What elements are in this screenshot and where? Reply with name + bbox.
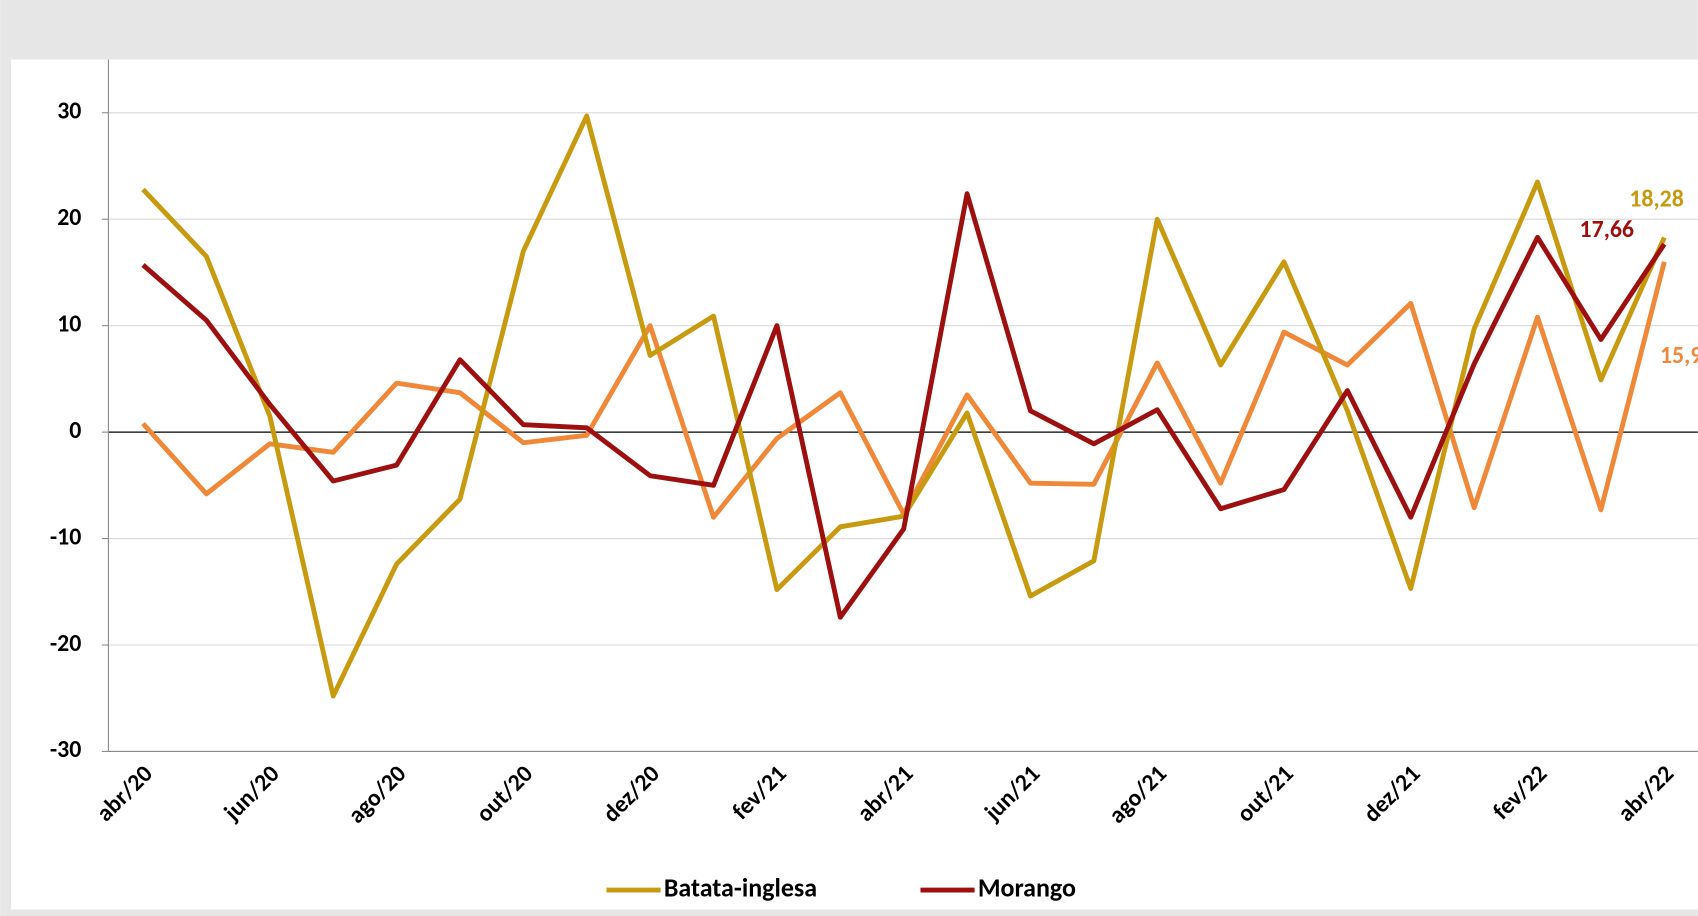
y-tick-label: -20 <box>50 629 81 658</box>
legend-label: Morango <box>978 871 1076 903</box>
series-line <box>141 191 1667 620</box>
y-tick-label: 10 <box>57 309 81 338</box>
chart-area <box>10 59 1698 910</box>
y-tick-label: 0 <box>69 416 81 445</box>
data-label: 17,66 <box>1580 215 1634 244</box>
y-tick-label: 20 <box>57 203 81 232</box>
y-tick-label: -10 <box>50 522 81 551</box>
legend-label: Batata-inglesa <box>664 871 817 903</box>
data-label: 15,99 <box>1660 341 1698 370</box>
y-tick-label: -30 <box>50 735 81 764</box>
y-tick-label: 30 <box>57 97 81 126</box>
data-label: 18,28 <box>1629 184 1683 213</box>
